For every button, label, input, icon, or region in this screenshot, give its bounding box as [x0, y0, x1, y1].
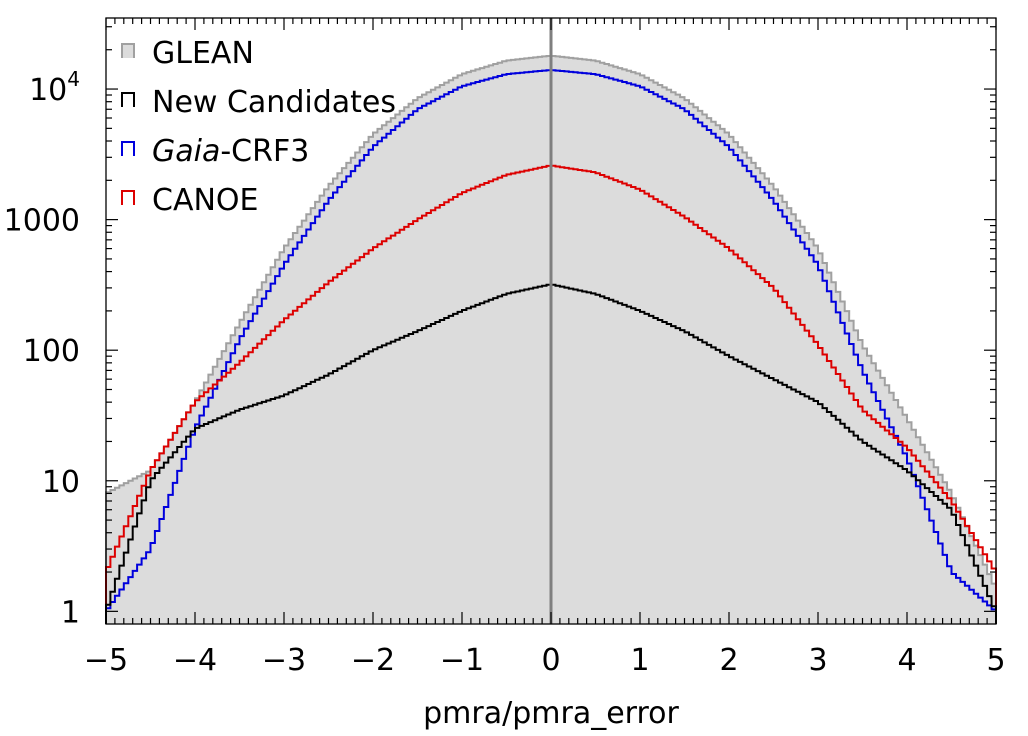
- x-tick-label: 0: [541, 643, 560, 678]
- y-axis-ticks: 1 10 100 1000 104: [4, 26, 996, 630]
- x-tick-label: −2: [351, 643, 395, 678]
- x-axis-ticks: −5 −4 −3 −2 −1 0 1 2 3 4 5: [84, 18, 1006, 678]
- y-tick-label: 104: [29, 67, 80, 108]
- legend: GLEAN New Candidates Gaia-CRF3 CANOE: [121, 36, 396, 218]
- legend-entry: GLEAN: [121, 36, 254, 71]
- legend-entry: CANOE: [121, 183, 258, 218]
- legend-entry: Gaia-CRF3: [121, 134, 309, 169]
- legend-marker: [121, 190, 135, 205]
- y-tick-label: 1000: [4, 204, 80, 239]
- x-tick-label: −5: [84, 643, 128, 678]
- x-tick-label: 3: [808, 643, 827, 678]
- y-tick-label: 1: [61, 595, 80, 630]
- legend-marker: [121, 43, 135, 58]
- legend-marker: [121, 141, 135, 156]
- x-tick-label: −4: [173, 643, 217, 678]
- legend-entry: New Candidates: [121, 85, 396, 120]
- legend-label: GLEAN: [152, 36, 254, 71]
- y-tick-label: 10: [42, 465, 80, 500]
- legend-label: New Candidates: [152, 85, 396, 120]
- legend-marker: [121, 92, 135, 107]
- x-tick-label: 1: [630, 643, 649, 678]
- legend-label: Gaia-CRF3: [152, 134, 309, 169]
- x-tick-label: 4: [897, 643, 916, 678]
- x-tick-label: 2: [719, 643, 738, 678]
- y-tick-label: 100: [23, 334, 80, 369]
- x-tick-label: −3: [262, 643, 306, 678]
- x-axis-label: pmra/pmra_error: [423, 696, 679, 731]
- legend-label: CANOE: [152, 183, 258, 218]
- x-tick-label: 5: [986, 643, 1005, 678]
- x-tick-label: −1: [440, 643, 484, 678]
